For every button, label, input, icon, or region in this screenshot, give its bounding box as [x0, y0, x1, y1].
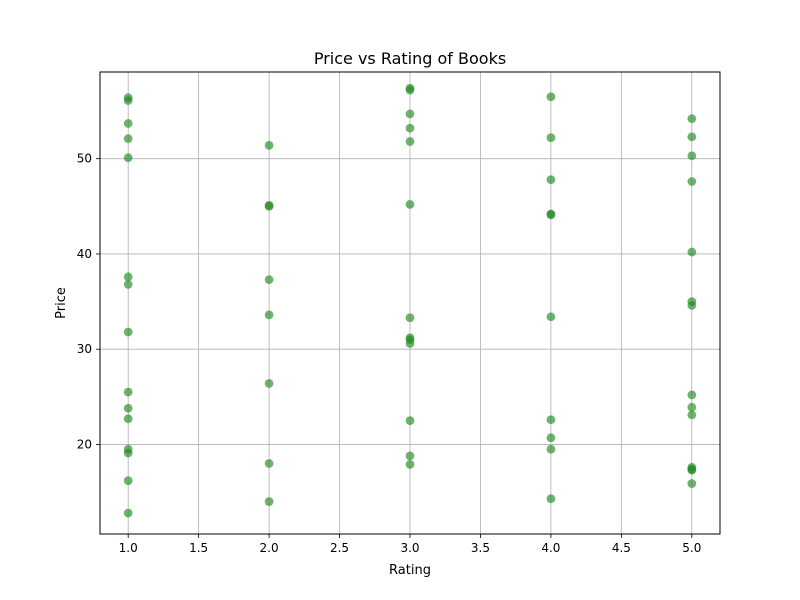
- data-point: [546, 210, 556, 220]
- data-point: [405, 199, 415, 209]
- data-point: [687, 132, 697, 142]
- data-point: [687, 177, 697, 187]
- data-point: [405, 137, 415, 147]
- data-point: [123, 403, 133, 413]
- data-point: [123, 414, 133, 424]
- data-point: [264, 201, 274, 211]
- data-point: [123, 387, 133, 397]
- data-point: [687, 390, 697, 400]
- data-point: [405, 313, 415, 323]
- x-axis-ticks: 1.0 1.5 2.0 2.5 3.0 3.5 4.0 4.5 5.0: [119, 534, 701, 555]
- data-point: [405, 451, 415, 461]
- data-point: [546, 175, 556, 185]
- x-tick-label: 3.0: [400, 541, 419, 555]
- data-point: [405, 85, 415, 95]
- data-point: [123, 272, 133, 282]
- data-point: [264, 310, 274, 320]
- data-point: [123, 327, 133, 337]
- data-point: [687, 465, 697, 475]
- data-point: [546, 433, 556, 443]
- data-point: [123, 476, 133, 486]
- data-point: [405, 416, 415, 426]
- data-point: [264, 140, 274, 150]
- data-point: [687, 247, 697, 257]
- data-point: [546, 92, 556, 102]
- data-point: [123, 153, 133, 163]
- chart-title: Price vs Rating of Books: [314, 49, 506, 68]
- x-tick-label: 1.0: [119, 541, 138, 555]
- data-point: [687, 300, 697, 310]
- data-point: [687, 114, 697, 124]
- data-point: [123, 508, 133, 518]
- data-points: [123, 83, 697, 518]
- y-axis-label: Price: [54, 287, 69, 319]
- data-point: [264, 275, 274, 285]
- y-tick-label: 20: [77, 437, 92, 451]
- data-point: [264, 497, 274, 507]
- data-point: [123, 279, 133, 289]
- data-point: [546, 133, 556, 143]
- x-tick-label: 3.5: [471, 541, 490, 555]
- y-tick-label: 40: [77, 247, 92, 261]
- y-tick-label: 30: [77, 342, 92, 356]
- y-axis-ticks: 20 30 40 50: [77, 152, 100, 451]
- data-point: [405, 459, 415, 469]
- x-tick-label: 2.0: [260, 541, 279, 555]
- data-point: [687, 479, 697, 489]
- x-tick-label: 5.0: [682, 541, 701, 555]
- data-point: [687, 402, 697, 412]
- x-tick-label: 4.5: [612, 541, 631, 555]
- x-tick-label: 2.5: [330, 541, 349, 555]
- data-point: [123, 448, 133, 458]
- data-point: [123, 134, 133, 144]
- data-point: [405, 338, 415, 348]
- data-point: [264, 459, 274, 469]
- data-point: [405, 109, 415, 119]
- x-axis-label: Rating: [389, 563, 431, 578]
- data-point: [264, 378, 274, 388]
- x-tick-label: 1.5: [189, 541, 208, 555]
- data-point: [546, 494, 556, 504]
- data-point: [546, 312, 556, 322]
- data-point: [546, 444, 556, 454]
- data-point: [405, 123, 415, 133]
- data-point: [546, 415, 556, 425]
- x-tick-label: 4.0: [541, 541, 560, 555]
- data-point: [687, 410, 697, 420]
- data-point: [687, 151, 697, 161]
- data-point: [123, 118, 133, 128]
- grid-lines: [100, 72, 720, 534]
- y-tick-label: 50: [77, 152, 92, 166]
- data-point: [123, 96, 133, 106]
